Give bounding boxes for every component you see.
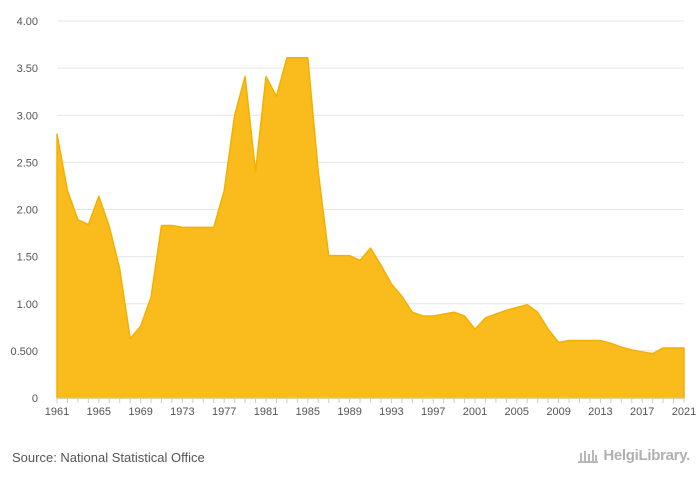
y-tick-label: 1.00 <box>17 299 38 311</box>
x-tick-label: 2021 <box>672 406 696 418</box>
x-axis-ticks: 1961 1965 1969 1973 1977 1981 1985 1989 1993 1997… <box>45 398 696 418</box>
y-tick-label: 2.00 <box>17 205 38 217</box>
logo-text: HelgiLibrary. <box>603 447 690 464</box>
area-series <box>56 57 685 399</box>
x-tick-label: 1973 <box>170 406 194 418</box>
x-tick-label: 1981 <box>254 406 278 418</box>
library-building-icon <box>578 449 599 463</box>
y-tick-label: 0 <box>32 393 38 405</box>
x-tick-label: 1985 <box>296 406 320 418</box>
y-tick-label: 3.00 <box>17 110 38 122</box>
x-tick-label: 2013 <box>588 406 612 418</box>
x-tick-label: 1993 <box>379 406 403 418</box>
y-tick-label: 3.50 <box>17 63 38 75</box>
y-tick-label: 0.500 <box>10 346 38 358</box>
helgilibrary-logo: HelgiLibrary. <box>577 447 690 464</box>
x-tick-label: 1997 <box>421 406 445 418</box>
source-note: Source: National Statistical Office <box>12 450 205 465</box>
x-tick-label: 2009 <box>546 406 570 418</box>
x-tick-label: 1969 <box>128 406 152 418</box>
x-tick-label: 2017 <box>630 406 654 418</box>
x-tick-label: 2001 <box>463 406 487 418</box>
x-tick-label: 1961 <box>45 406 69 418</box>
y-tick-label: 4.00 <box>17 16 38 28</box>
x-tick-label: 2005 <box>505 406 529 418</box>
y-tick-label: 1.50 <box>17 252 38 264</box>
x-tick-label: 1965 <box>87 406 111 418</box>
y-axis-tick-labels: 0 0.500 1.00 1.50 2.00 2.50 3.00 3.50 4.00 <box>10 16 38 405</box>
y-tick-label: 2.50 <box>17 157 38 169</box>
x-tick-label: 1989 <box>337 406 361 418</box>
x-tick-label: 1977 <box>212 406 236 418</box>
